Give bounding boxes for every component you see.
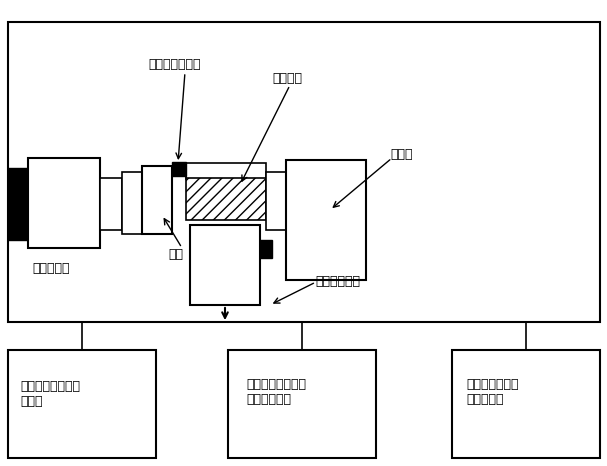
- Text: 試料: 試料: [168, 248, 183, 261]
- Bar: [100, 178, 122, 230]
- Bar: [8, 22, 600, 322]
- Bar: [186, 178, 266, 220]
- Text: パルスモータ: パルスモータ: [315, 275, 360, 288]
- Bar: [172, 162, 186, 176]
- Bar: [8, 168, 28, 240]
- Bar: [452, 350, 600, 458]
- Text: ロードセル: ロードセル: [32, 262, 69, 275]
- Text: ロードセルコント
ローラ: ロードセルコント ローラ: [20, 380, 80, 408]
- Text: パルスモータコ
ントローラ: パルスモータコ ントローラ: [466, 378, 518, 406]
- Bar: [266, 172, 286, 230]
- Text: 減速機: 減速機: [390, 148, 413, 161]
- Text: 送りネジナット: 送りネジナット: [148, 58, 200, 71]
- Bar: [286, 160, 366, 280]
- Bar: [28, 158, 100, 248]
- Bar: [190, 225, 260, 305]
- Bar: [142, 166, 172, 234]
- Bar: [260, 240, 272, 258]
- Bar: [8, 350, 156, 458]
- Bar: [122, 172, 142, 234]
- Text: 温度コントローラ
プログラム式: 温度コントローラ プログラム式: [246, 378, 306, 406]
- Text: 送りネジ: 送りネジ: [272, 72, 302, 85]
- Bar: [228, 350, 376, 458]
- Bar: [186, 163, 266, 179]
